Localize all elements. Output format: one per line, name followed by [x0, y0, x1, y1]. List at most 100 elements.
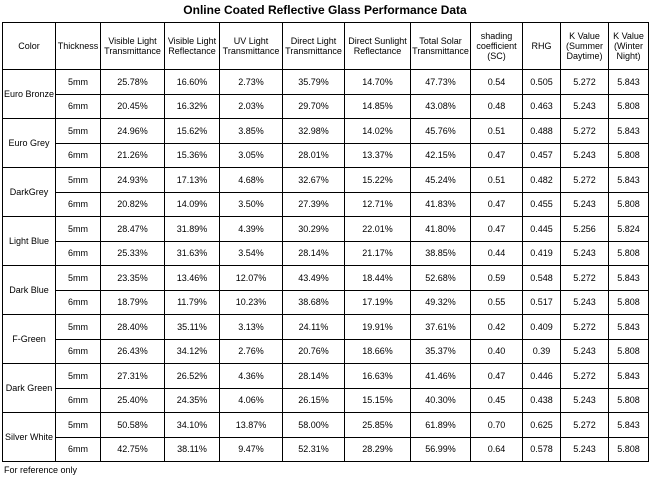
value-cell: 5.272 [560, 314, 609, 340]
thickness-cell: 6mm [55, 191, 101, 217]
value-cell: 0.438 [522, 387, 561, 413]
column-header: K Value (Summer Daytime) [560, 22, 609, 70]
value-cell: 42.75% [100, 436, 165, 462]
color-cell: F-Green [2, 314, 56, 364]
value-cell: 35.11% [164, 314, 220, 340]
value-cell: 25.78% [100, 69, 165, 95]
value-cell: 0.51 [470, 118, 523, 144]
value-cell: 14.09% [164, 191, 220, 217]
value-cell: 5.808 [608, 436, 649, 462]
value-cell: 5.824 [608, 216, 649, 242]
value-cell: 61.89% [410, 412, 471, 438]
value-cell: 42.15% [410, 142, 471, 168]
thickness-cell: 6mm [55, 93, 101, 119]
value-cell: 37.61% [410, 314, 471, 340]
value-cell: 24.96% [100, 118, 165, 144]
value-cell: 0.455 [522, 191, 561, 217]
value-cell: 24.35% [164, 387, 220, 413]
value-cell: 24.93% [100, 167, 165, 193]
value-cell: 15.62% [164, 118, 220, 144]
value-cell: 14.02% [344, 118, 411, 144]
table-row: 6mm 20.82% 14.09% 3.50% 27.39% 12.71% 41.83% 0.… [3, 191, 649, 217]
value-cell: 27.31% [100, 363, 165, 389]
value-cell: 3.05% [219, 142, 283, 168]
value-cell: 5.843 [608, 69, 649, 95]
value-cell: 5.272 [560, 69, 609, 95]
value-cell: 41.83% [410, 191, 471, 217]
value-cell: 0.42 [470, 314, 523, 340]
value-cell: 32.67% [282, 167, 345, 193]
value-cell: 0.54 [470, 69, 523, 95]
value-cell: 13.37% [344, 142, 411, 168]
value-cell: 5.843 [608, 265, 649, 291]
value-cell: 2.03% [219, 93, 283, 119]
value-cell: 25.85% [344, 412, 411, 438]
value-cell: 12.71% [344, 191, 411, 217]
value-cell: 0.445 [522, 216, 561, 242]
value-cell: 5.272 [560, 118, 609, 144]
column-header: Thickness [55, 22, 101, 70]
value-cell: 0.45 [470, 387, 523, 413]
value-cell: 5.243 [560, 436, 609, 462]
value-cell: 0.517 [522, 289, 561, 315]
table-row: Euro Grey 5mm 24.96% 15.62% 3.85% 32.98% 14.02… [2, 118, 649, 168]
value-cell: 5.243 [560, 289, 609, 315]
color-cell: Silver White [2, 412, 56, 462]
value-cell: 0.44 [470, 240, 523, 266]
value-cell: 5.808 [608, 289, 649, 315]
value-cell: 3.13% [219, 314, 283, 340]
value-cell: 38.85% [410, 240, 471, 266]
value-cell: 16.32% [164, 93, 220, 119]
value-cell: 23.35% [100, 265, 165, 291]
color-cell: Dark Blue [2, 265, 56, 315]
value-cell: 52.31% [282, 436, 345, 462]
value-cell: 0.463 [522, 93, 561, 119]
value-cell: 2.73% [219, 69, 283, 95]
value-cell: 15.36% [164, 142, 220, 168]
value-cell: 40.30% [410, 387, 471, 413]
value-cell: 5.843 [608, 167, 649, 193]
value-cell: 5.843 [608, 118, 649, 144]
value-cell: 0.505 [522, 69, 561, 95]
value-cell: 5.272 [560, 265, 609, 291]
value-cell: 0.457 [522, 142, 561, 168]
value-cell: 0.548 [522, 265, 561, 291]
value-cell: 12.07% [219, 265, 283, 291]
column-header: Visible Light Reflectance [164, 22, 220, 70]
value-cell: 11.79% [164, 289, 220, 315]
value-cell: 5.243 [560, 240, 609, 266]
thickness-cell: 6mm [55, 338, 101, 364]
value-cell: 0.446 [522, 363, 561, 389]
column-header: Color [2, 22, 56, 70]
performance-table: Color Thickness Visible Light Transmittanc… [2, 22, 649, 462]
color-cell: Light Blue [2, 216, 56, 266]
column-header: Direct Light Transmittance [282, 22, 345, 70]
value-cell: 38.11% [164, 436, 220, 462]
color-cell: DarkGrey [2, 167, 56, 217]
value-cell: 4.39% [219, 216, 283, 242]
value-cell: 31.63% [164, 240, 220, 266]
column-header: Total Solar Transmittance [410, 22, 471, 70]
value-cell: 0.47 [470, 216, 523, 242]
value-cell: 41.46% [410, 363, 471, 389]
value-cell: 18.44% [344, 265, 411, 291]
thickness-cell: 6mm [55, 436, 101, 462]
table-row: 6mm 25.40% 24.35% 4.06% 26.15% 15.15% 40.30% 0.… [3, 387, 649, 413]
value-cell: 45.24% [410, 167, 471, 193]
value-cell: 9.47% [219, 436, 283, 462]
value-cell: 5.843 [608, 314, 649, 340]
value-cell: 21.26% [100, 142, 165, 168]
value-cell: 0.409 [522, 314, 561, 340]
value-cell: 0.64 [470, 436, 523, 462]
value-cell: 28.14% [282, 363, 345, 389]
value-cell: 5.843 [608, 363, 649, 389]
value-cell: 3.54% [219, 240, 283, 266]
value-cell: 5.808 [608, 93, 649, 119]
value-cell: 0.419 [522, 240, 561, 266]
thickness-cell: 5mm [55, 216, 101, 242]
value-cell: 14.85% [344, 93, 411, 119]
table-row: F-Green 5mm 28.40% 35.11% 3.13% 24.11% 19.91% 3… [2, 314, 649, 364]
value-cell: 0.59 [470, 265, 523, 291]
value-cell: 25.33% [100, 240, 165, 266]
value-cell: 26.52% [164, 363, 220, 389]
